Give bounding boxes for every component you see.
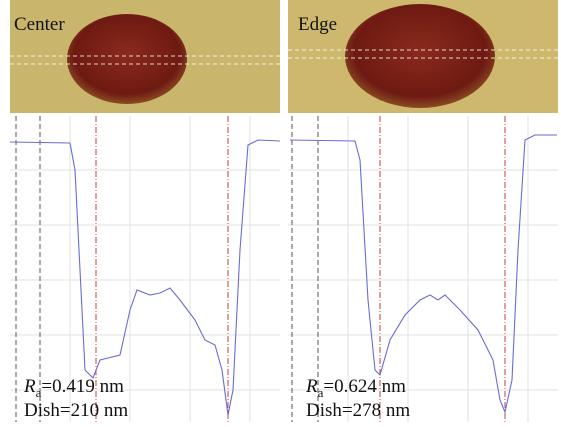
symbol: R xyxy=(23,376,36,397)
height-profile xyxy=(289,134,557,414)
grid xyxy=(10,116,280,422)
grid xyxy=(288,116,558,422)
profile-area xyxy=(288,116,558,422)
value: =0.419 nm xyxy=(41,376,124,397)
dish-label: Dish=210 nm xyxy=(24,400,128,421)
panel-center: Center Ra=0.419 nm Dish=210 nm xyxy=(9,0,281,422)
roughness-label: Ra=0.419 nm xyxy=(23,376,124,400)
panel-edge: Edge Ra=0.624 nm Dish=278 nm xyxy=(288,0,558,422)
panel-label: Center xyxy=(14,14,65,35)
dish-region xyxy=(345,4,495,108)
profile-area xyxy=(10,116,280,422)
subscript: a xyxy=(318,385,324,400)
height-profile xyxy=(9,139,281,416)
roughness-label: Ra=0.624 nm xyxy=(305,376,406,400)
dish-label: Dish=278 nm xyxy=(306,400,410,421)
symbol: R xyxy=(305,376,318,397)
subscript: a xyxy=(36,385,42,400)
panel-label: Edge xyxy=(298,14,337,35)
value: =0.624 nm xyxy=(323,376,406,397)
dish-region xyxy=(67,14,187,104)
